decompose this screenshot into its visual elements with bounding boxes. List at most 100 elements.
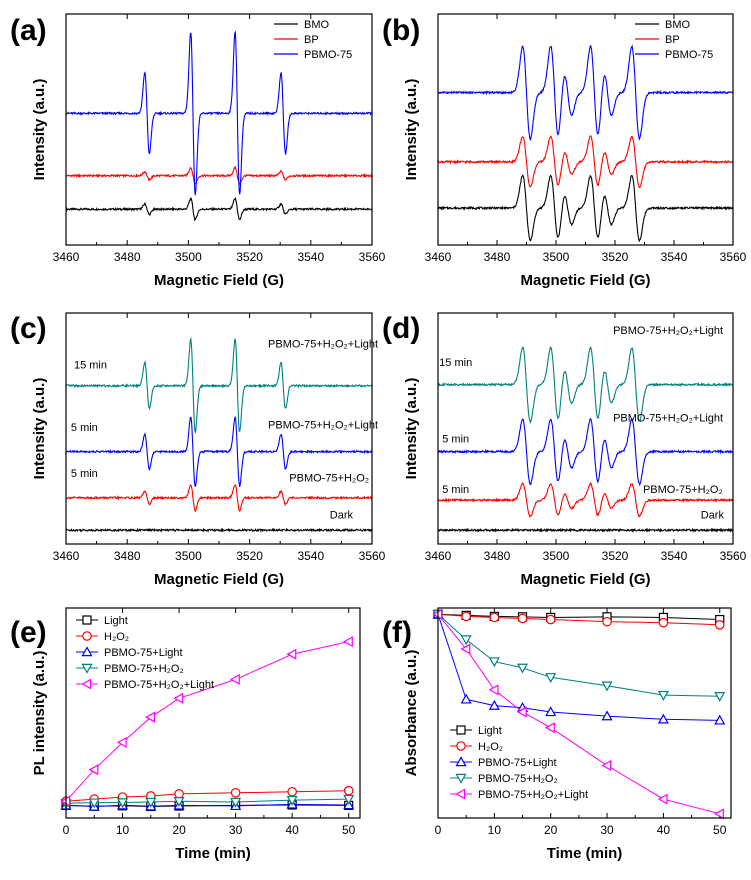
x-tick-label: 3520 [602, 549, 629, 563]
data-point [714, 691, 726, 702]
data-point [88, 798, 100, 809]
data-point [343, 785, 354, 796]
chart-panel-6: (f) 0 10 20 30 40 50 Time (min) Absorbance (a.u.… [382, 607, 732, 862]
data-point [286, 648, 297, 660]
x-tick-label: 50 [713, 823, 727, 837]
y-axis-label: Intensity (a.u.) [403, 378, 420, 480]
x-tick-label: 3540 [297, 549, 324, 563]
data-point [145, 711, 156, 723]
x-tick-label: 3540 [661, 250, 688, 264]
data-point [461, 611, 471, 622]
plot-frame [65, 13, 373, 246]
x-tick-label: 50 [342, 823, 356, 837]
legend-marker [455, 788, 466, 800]
legend-marker [82, 631, 92, 641]
data-point [517, 613, 528, 624]
data-point [516, 663, 529, 674]
chart-panel-4: (d) 3460 3480 3500 3520 3540 3560 Magnetic Fiel… [382, 312, 747, 588]
series-line [65, 803, 349, 807]
legend-label: H₂O₂ [104, 631, 129, 643]
data-point [88, 764, 99, 776]
x-tick-label: 3460 [425, 250, 452, 264]
legend-label: Light [104, 615, 128, 627]
annotation: 15 min [74, 359, 107, 371]
series-line [65, 484, 373, 513]
y-axis-label: Intensity (a.u.) [403, 79, 420, 181]
x-tick-label: 3560 [720, 549, 747, 563]
series-line [65, 527, 373, 533]
data-point [545, 673, 557, 684]
data-point [657, 793, 668, 805]
legend-marker [81, 646, 93, 657]
series-line [437, 613, 720, 697]
data-point [601, 681, 613, 692]
data-point [713, 808, 724, 820]
annotation: 15 min [439, 357, 472, 369]
x-tick-label: 3540 [297, 250, 324, 264]
x-tick-label: 3520 [236, 549, 263, 563]
legend-marker [455, 773, 467, 784]
data-point [516, 706, 527, 718]
data-point [230, 787, 241, 798]
chart-panel-1: (a) 3460 3480 3500 3520 3540 3560 Magnetic Fiel… [10, 13, 386, 289]
data-point [657, 690, 669, 701]
legend-label: PBMO-75+H₂O₂ [104, 663, 184, 675]
data-point [460, 635, 472, 646]
panel-label: (a) [10, 14, 47, 47]
x-tick-label: 3560 [720, 250, 747, 264]
x-tick-label: 20 [544, 823, 558, 837]
legend-label: BMO [304, 19, 330, 31]
series-line [65, 165, 373, 185]
plot-frame [65, 312, 373, 545]
x-tick-label: 3460 [53, 549, 80, 563]
legend-label: Light [478, 725, 502, 737]
legend-label: PBMO-75+H₂O₂+Light [478, 789, 588, 801]
series-line [437, 481, 734, 519]
series-line [437, 346, 734, 425]
data-point [116, 736, 127, 748]
data-point [657, 713, 669, 724]
x-tick-label: 3480 [484, 250, 511, 264]
data-point [230, 797, 242, 808]
plot-frame [437, 607, 732, 819]
x-tick-label: 40 [657, 823, 671, 837]
data-point [174, 789, 184, 799]
legend-label: BP [304, 34, 319, 46]
legend-label: PBMO-75 [665, 49, 713, 61]
legend-marker [456, 725, 466, 735]
x-tick-label: 3560 [359, 549, 386, 563]
annotation: Dark [701, 510, 725, 522]
annotation: 5 min [71, 422, 98, 434]
data-point [489, 612, 500, 623]
legend-marker [82, 615, 92, 625]
series-line [437, 135, 734, 189]
x-axis-label: Time (min) [547, 845, 623, 862]
data-point [145, 797, 157, 808]
x-tick-label: 3500 [543, 549, 570, 563]
x-tick-label: 3480 [114, 549, 141, 563]
x-tick-label: 3460 [53, 250, 80, 264]
data-point [117, 798, 129, 809]
chart-panel-2: (b) 3460 3480 3500 3520 3540 3560 Magnetic Fiel… [382, 13, 747, 289]
x-tick-label: 10 [116, 823, 130, 837]
panel-label: (f) [382, 616, 412, 649]
x-tick-label: 3500 [175, 549, 202, 563]
plot-frame [65, 607, 361, 819]
annotation: 5 min [442, 484, 469, 496]
data-point [658, 617, 669, 628]
legend-label: BMO [665, 19, 691, 31]
data-point [601, 710, 613, 721]
legend-label: PBMO-75+H₂O₂ [478, 773, 558, 785]
legend-marker [455, 756, 467, 767]
data-point [602, 616, 612, 627]
series-line [65, 798, 349, 804]
data-point [545, 614, 556, 625]
data-point [545, 706, 557, 717]
data-point [229, 673, 240, 685]
data-point [601, 759, 612, 772]
annotation: 5 min [442, 433, 469, 445]
data-point [460, 643, 471, 655]
data-point [343, 794, 355, 805]
x-tick-label: 3480 [484, 549, 511, 563]
